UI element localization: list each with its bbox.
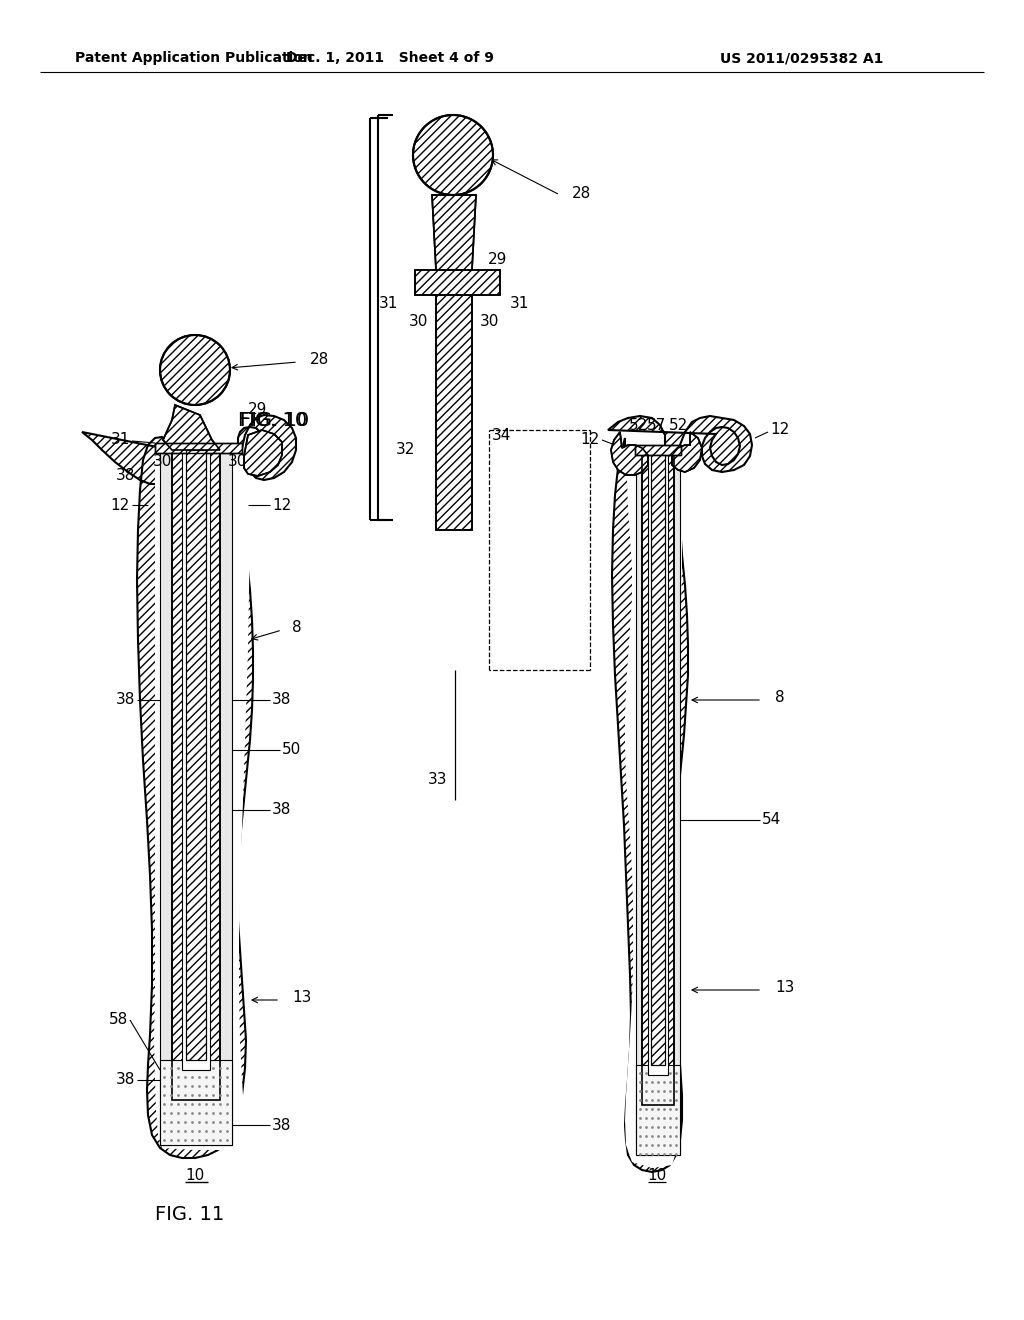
Text: 30: 30 bbox=[480, 314, 500, 330]
Text: 50: 50 bbox=[282, 742, 301, 758]
Text: 12: 12 bbox=[770, 422, 790, 437]
Polygon shape bbox=[648, 455, 668, 1074]
Polygon shape bbox=[625, 455, 682, 1168]
Polygon shape bbox=[160, 450, 232, 1144]
Text: 30: 30 bbox=[228, 454, 248, 470]
Polygon shape bbox=[155, 444, 242, 453]
Text: FIG. 11: FIG. 11 bbox=[156, 1205, 224, 1225]
Polygon shape bbox=[154, 450, 250, 1150]
Polygon shape bbox=[172, 450, 220, 1100]
Polygon shape bbox=[182, 450, 210, 1071]
Text: 57: 57 bbox=[647, 417, 667, 433]
Text: 52: 52 bbox=[669, 417, 688, 433]
Polygon shape bbox=[608, 416, 752, 1172]
Text: 29: 29 bbox=[248, 403, 267, 417]
Text: 28: 28 bbox=[572, 186, 591, 201]
Text: 30: 30 bbox=[153, 454, 172, 470]
Text: 58: 58 bbox=[649, 772, 669, 788]
Text: 38: 38 bbox=[272, 1118, 292, 1133]
Text: 34: 34 bbox=[492, 428, 511, 442]
Polygon shape bbox=[244, 430, 282, 477]
Text: 38: 38 bbox=[116, 693, 135, 708]
Polygon shape bbox=[672, 432, 702, 473]
Text: 31: 31 bbox=[510, 296, 529, 310]
Polygon shape bbox=[160, 1060, 232, 1144]
Text: 13: 13 bbox=[292, 990, 311, 1006]
Polygon shape bbox=[186, 450, 206, 1060]
Text: 30: 30 bbox=[409, 314, 428, 330]
Text: 10: 10 bbox=[185, 1167, 205, 1183]
Text: 38: 38 bbox=[272, 803, 292, 817]
Polygon shape bbox=[651, 455, 665, 1065]
Text: 33: 33 bbox=[427, 772, 447, 788]
Circle shape bbox=[160, 335, 230, 405]
Text: 38: 38 bbox=[272, 693, 292, 708]
Text: 12: 12 bbox=[272, 498, 291, 512]
Text: FIG. 10: FIG. 10 bbox=[240, 411, 309, 429]
Text: Patent Application Publication: Patent Application Publication bbox=[75, 51, 312, 65]
Text: 52: 52 bbox=[629, 417, 647, 433]
Text: 12: 12 bbox=[581, 433, 600, 447]
Polygon shape bbox=[642, 455, 674, 1105]
Text: Dec. 1, 2011   Sheet 4 of 9: Dec. 1, 2011 Sheet 4 of 9 bbox=[286, 51, 494, 65]
Polygon shape bbox=[163, 405, 220, 450]
Text: 32: 32 bbox=[395, 442, 415, 458]
Polygon shape bbox=[611, 432, 648, 475]
Text: 54: 54 bbox=[762, 813, 781, 828]
Text: 8: 8 bbox=[775, 690, 784, 705]
Text: 8: 8 bbox=[292, 620, 302, 635]
Text: 28: 28 bbox=[310, 352, 330, 367]
Polygon shape bbox=[415, 271, 500, 294]
Text: 12: 12 bbox=[111, 498, 130, 512]
Text: 31: 31 bbox=[111, 433, 130, 447]
Text: US 2011/0295382 A1: US 2011/0295382 A1 bbox=[720, 51, 884, 65]
Text: 58: 58 bbox=[109, 1012, 128, 1027]
Polygon shape bbox=[636, 455, 680, 1155]
Polygon shape bbox=[82, 414, 296, 1158]
Text: 38: 38 bbox=[116, 1072, 135, 1088]
Text: 31: 31 bbox=[379, 296, 398, 310]
Text: 38: 38 bbox=[116, 467, 135, 483]
Text: FIG. 10: FIG. 10 bbox=[238, 411, 307, 429]
Text: 10: 10 bbox=[647, 1167, 667, 1183]
Text: 29: 29 bbox=[488, 252, 507, 268]
Polygon shape bbox=[432, 195, 476, 271]
Polygon shape bbox=[436, 294, 472, 531]
Polygon shape bbox=[635, 445, 681, 455]
Circle shape bbox=[413, 115, 493, 195]
Text: 13: 13 bbox=[775, 981, 795, 995]
Polygon shape bbox=[636, 1065, 680, 1155]
